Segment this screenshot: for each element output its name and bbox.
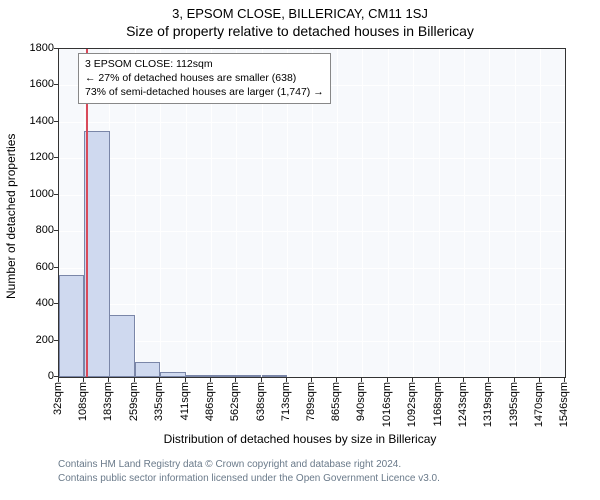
gridline-v	[439, 49, 440, 377]
x-tick-label: 183sqm	[102, 382, 114, 421]
y-tick-label: 1000	[14, 188, 54, 200]
x-tick-mark	[58, 378, 59, 382]
x-tick-label: 1243sqm	[457, 382, 469, 427]
x-tick-label: 335sqm	[153, 382, 165, 421]
gridline-v	[540, 49, 541, 377]
x-tick-label: 1016sqm	[381, 382, 393, 427]
x-tick-mark	[387, 378, 388, 382]
x-tick-mark	[336, 378, 337, 382]
annotation-box: 3 EPSOM CLOSE: 112sqm ← 27% of detached …	[78, 53, 331, 104]
x-tick-mark	[261, 378, 262, 382]
gridline-v	[464, 49, 465, 377]
attribution: Contains HM Land Registry data © Crown c…	[58, 458, 440, 485]
x-tick-label: 865sqm	[330, 382, 342, 421]
histogram-bar	[59, 275, 84, 377]
y-tick-mark	[54, 194, 58, 195]
x-tick-label: 789sqm	[305, 382, 317, 421]
gridline-v	[489, 49, 490, 377]
x-tick-label: 259sqm	[128, 382, 140, 421]
y-tick-mark	[54, 121, 58, 122]
y-tick-mark	[54, 48, 58, 49]
x-tick-label: 1470sqm	[533, 382, 545, 427]
y-tick-mark	[54, 157, 58, 158]
histogram-bar	[109, 315, 134, 377]
x-tick-label: 1395sqm	[508, 382, 520, 427]
x-tick-mark	[108, 378, 109, 382]
y-tick-mark	[54, 84, 58, 85]
x-tick-mark	[311, 378, 312, 382]
x-tick-label: 411sqm	[179, 382, 191, 420]
annotation-line-3: 73% of semi-detached houses are larger (…	[85, 85, 324, 99]
y-tick-mark	[54, 376, 58, 377]
x-tick-mark	[412, 378, 413, 382]
x-tick-label: 638sqm	[255, 382, 267, 421]
y-tick-mark	[54, 267, 58, 268]
x-tick-mark	[463, 378, 464, 382]
y-tick-label: 0	[14, 370, 54, 382]
gridline-v	[515, 49, 516, 377]
attribution-line-2: Contains public sector information licen…	[58, 472, 440, 486]
x-tick-label: 1319sqm	[482, 382, 494, 427]
annotation-line-1: 3 EPSOM CLOSE: 112sqm	[85, 57, 324, 71]
y-tick-label: 1200	[14, 151, 54, 163]
chart-title: Size of property relative to detached ho…	[0, 21, 600, 43]
x-tick-label: 1092sqm	[406, 382, 418, 427]
y-tick-label: 1800	[14, 42, 54, 54]
y-tick-label: 1400	[14, 115, 54, 127]
x-tick-mark	[185, 378, 186, 382]
gridline-v	[362, 49, 363, 377]
address-line: 3, EPSOM CLOSE, BILLERICAY, CM11 1SJ	[0, 0, 600, 21]
histogram-bar	[211, 375, 236, 377]
attribution-line-1: Contains HM Land Registry data © Crown c…	[58, 458, 440, 472]
x-tick-label: 713sqm	[280, 382, 292, 421]
x-axis-label: Distribution of detached houses by size …	[0, 432, 600, 446]
x-tick-label: 108sqm	[77, 382, 89, 421]
x-tick-label: 940sqm	[355, 382, 367, 421]
y-tick-label: 200	[14, 334, 54, 346]
x-tick-label: 1546sqm	[558, 382, 570, 427]
y-tick-label: 800	[14, 224, 54, 236]
histogram-bar	[160, 372, 185, 377]
y-tick-label: 600	[14, 261, 54, 273]
x-tick-mark	[235, 378, 236, 382]
annotation-line-2: ← 27% of detached houses are smaller (63…	[85, 71, 324, 85]
histogram-bar	[236, 375, 261, 377]
y-tick-mark	[54, 230, 58, 231]
histogram-bar	[262, 375, 287, 377]
gridline-v	[413, 49, 414, 377]
x-tick-mark	[539, 378, 540, 382]
x-tick-mark	[438, 378, 439, 382]
x-tick-mark	[361, 378, 362, 382]
gridline-v	[388, 49, 389, 377]
x-tick-mark	[286, 378, 287, 382]
x-tick-mark	[83, 378, 84, 382]
y-tick-mark	[54, 340, 58, 341]
y-tick-label: 1600	[14, 78, 54, 90]
x-tick-mark	[514, 378, 515, 382]
x-tick-mark	[134, 378, 135, 382]
y-tick-mark	[54, 303, 58, 304]
x-tick-label: 562sqm	[229, 382, 241, 421]
x-tick-label: 486sqm	[204, 382, 216, 421]
x-tick-mark	[488, 378, 489, 382]
x-tick-mark	[210, 378, 211, 382]
histogram-bar	[186, 375, 211, 377]
histogram-bar	[135, 362, 160, 377]
x-tick-mark	[564, 378, 565, 382]
x-tick-label: 1168sqm	[432, 382, 444, 426]
x-tick-mark	[159, 378, 160, 382]
x-tick-label: 32sqm	[52, 382, 64, 415]
histogram-bar	[84, 131, 109, 377]
y-tick-label: 400	[14, 297, 54, 309]
gridline-v	[337, 49, 338, 377]
chart-container: { "header": { "address": "3, EPSOM CLOSE…	[0, 0, 600, 500]
